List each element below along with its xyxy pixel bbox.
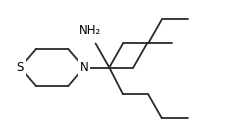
Text: NH₂: NH₂	[78, 24, 101, 37]
Text: N: N	[79, 61, 88, 74]
Text: S: S	[16, 61, 24, 74]
